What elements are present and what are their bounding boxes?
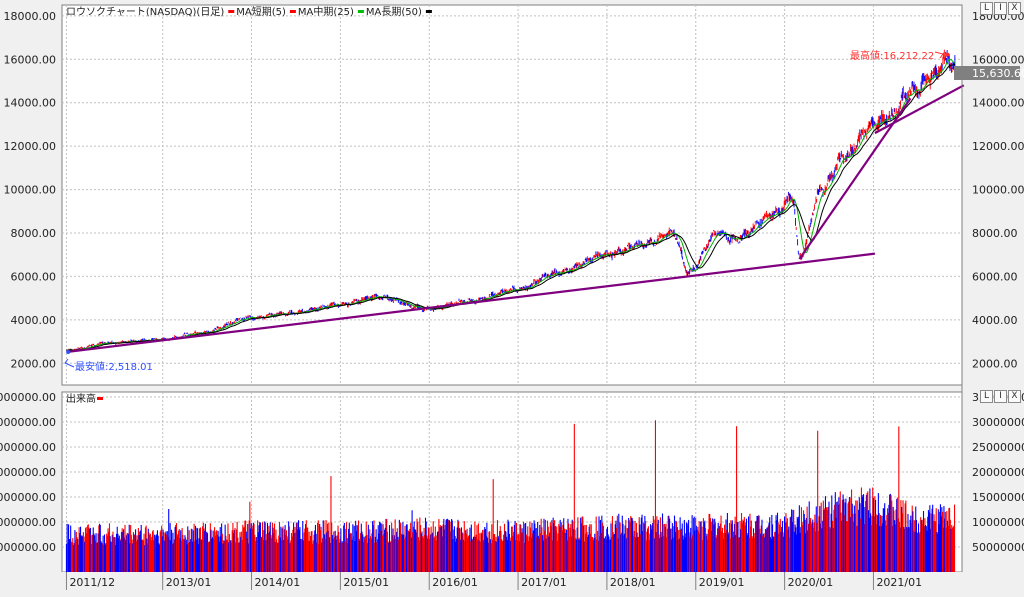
price-tick-right: 4000.00 (972, 314, 1018, 327)
price-tick-right: 2000.00 (972, 357, 1018, 370)
low-marker (66, 350, 70, 354)
x-tick-label: 2018/01 (610, 576, 656, 589)
x-tick-label: 2014/01 (255, 576, 301, 589)
low-annotation: 最安値:2,518.01 (75, 360, 153, 373)
volume-panel[interactable]: 35000000000000000.0030000000000000000.00… (0, 391, 1024, 572)
price-tick-left: 16000.00 (4, 53, 57, 66)
price-tick-left: 4000.00 (11, 314, 57, 327)
x-axis-bg (0, 572, 1024, 593)
price-tick-left: 6000.00 (11, 270, 57, 283)
price-panel-close-button[interactable]: X (1008, 2, 1021, 15)
price-tick-left: 18000.00 (4, 10, 57, 23)
price-tick-left: 8000.00 (11, 227, 57, 240)
x-tick-label: 2020/01 (788, 576, 834, 589)
price-tick-left: 14000.00 (4, 97, 57, 110)
volume-legend: 出来高 (66, 392, 96, 405)
price-tick-right: 10000.00 (972, 184, 1024, 197)
x-tick-label: 2021/01 (876, 576, 922, 589)
price-tick-right: 14000.00 (972, 97, 1024, 110)
x-tick-label: 2019/01 (699, 576, 745, 589)
x-tick-label: 2017/01 (521, 576, 567, 589)
volume-panel-i-button[interactable]: I (994, 390, 1007, 403)
price-tick-right: 16000.00 (972, 53, 1024, 66)
price-tick-right: 8000.00 (972, 227, 1018, 240)
x-tick-label: 2015/01 (343, 576, 389, 589)
price-tick-left: 2000.00 (11, 357, 57, 370)
price-legend-title: ロウソクチャート(NASDAQ)(日足) (66, 6, 224, 18)
price-panel-l-button[interactable]: L (980, 2, 993, 15)
price-panel-i-button[interactable]: I (994, 2, 1007, 15)
current-price-value: 15,630.60 (972, 67, 1024, 80)
legend-swatch (426, 10, 432, 13)
legend-swatch (290, 10, 296, 13)
high-marker (945, 53, 949, 57)
legend-swatch (358, 10, 364, 13)
legend-swatch (228, 10, 234, 13)
price-tick-right: 6000.00 (972, 270, 1018, 283)
price-tick-left: 10000.00 (4, 184, 57, 197)
high-annotation: 最高値:16,212.22 (850, 49, 934, 62)
volume-legend-swatch (97, 397, 103, 400)
legend-ma-short: MA短期(5) (236, 5, 286, 18)
x-tick-label: 2013/01 (166, 576, 212, 589)
legend-ma-long: MA長期(50) (366, 6, 422, 18)
price-tick-left: 12000.00 (4, 140, 57, 153)
legend-ma-mid: MA中期(25) (298, 5, 354, 18)
volume-panel-l-button[interactable]: L (980, 390, 993, 403)
x-tick-label: 2011/12 (69, 576, 115, 589)
x-tick-label: 2016/01 (432, 576, 478, 589)
x-axis: 2011/12 2013/01 2014/01 2015/01 2016/01 2017/… (0, 572, 1024, 593)
price-plot-bg (62, 5, 962, 385)
volume-panel-close-button[interactable]: X (1008, 390, 1021, 403)
price-tick-right: 12000.00 (972, 140, 1024, 153)
